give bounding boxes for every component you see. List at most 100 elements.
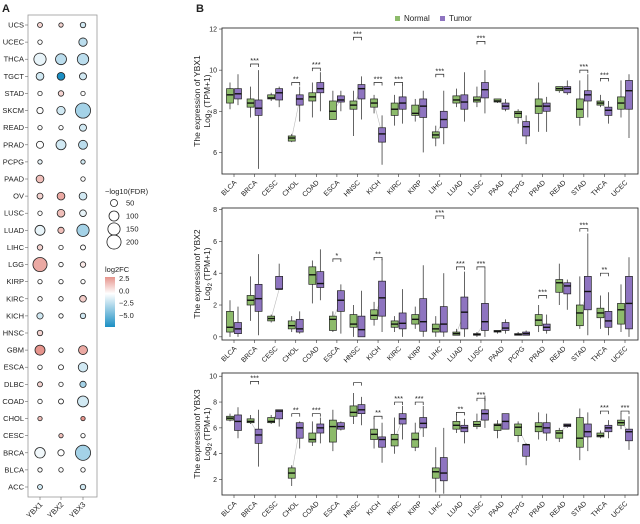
row-label: KICH — [6, 311, 24, 320]
significance-bracket — [414, 401, 424, 406]
significance-stars: ** — [293, 406, 299, 415]
bubble-luad-ybx3 — [76, 223, 90, 237]
plot-frame — [221, 372, 639, 496]
x-tick-label: COAD — [301, 345, 320, 364]
significance-bracket — [476, 397, 486, 402]
boxplot-legend: Normal Tumor — [395, 14, 472, 23]
bubble-tgct-ybx2 — [56, 72, 66, 81]
box-tumor-thca — [604, 311, 613, 328]
bubble-prad-ybx2 — [55, 139, 67, 151]
legend-normal-label: Normal — [404, 14, 430, 23]
y-tick-label: 6 — [213, 425, 217, 432]
y-axis-title-line2: Log2 (TPM+1) — [202, 74, 214, 127]
box-tumor-blca — [234, 414, 242, 431]
box-normal-paad — [493, 423, 502, 431]
box-normal-kich — [370, 309, 378, 320]
bubble-coad-ybx3 — [77, 395, 89, 408]
legend-tumor-label: Tumor — [449, 14, 472, 23]
box-normal-cesc — [267, 94, 276, 100]
row-label: READ — [3, 123, 24, 132]
x-tick-label: ESCA — [323, 500, 342, 519]
ylabel-sub: 2 — [208, 442, 214, 446]
bubble-tgct-ybx1 — [35, 72, 45, 81]
bubble-ucec-ybx1 — [37, 39, 43, 45]
box-tumor-cesc — [275, 88, 284, 101]
x-tick-label: LUAD — [447, 345, 465, 363]
significance-bracket — [394, 82, 403, 86]
y-tick-label: 6 — [213, 150, 217, 157]
bubble-gbm-ybx1 — [34, 344, 46, 356]
x-tick-label: STAD — [570, 500, 588, 518]
panel-b-label: B — [196, 3, 204, 15]
box-tumor-kich — [378, 436, 386, 448]
row-label: HNSC — [3, 329, 25, 338]
x-tick-label: CESC — [261, 500, 280, 519]
significance-bracket — [332, 258, 342, 262]
significance-bracket — [373, 415, 383, 420]
box-tumor-paad — [501, 322, 510, 331]
bubble-brca-ybx3 — [75, 444, 91, 461]
size-legend-circle — [108, 210, 120, 222]
significance-bracket — [435, 73, 445, 78]
box-tumor-coad — [316, 82, 325, 94]
x-tick-label: LUAD — [447, 500, 465, 518]
y-tick-label: 2 — [213, 477, 217, 484]
box-tumor-thca — [604, 106, 613, 116]
box-tumor-kich — [378, 280, 386, 317]
x-tick-label: LIHC — [428, 179, 444, 195]
box-tumor-lihc — [439, 306, 448, 333]
box-tumor-hnsc — [357, 315, 366, 338]
significance-stars: *** — [435, 208, 444, 217]
significance-stars: *** — [600, 403, 609, 412]
box-tumor-pcpg — [522, 444, 530, 457]
y-axis-title-line1: The expressionof YBX2 — [192, 229, 202, 318]
x-tick-label: BLCA — [221, 179, 239, 197]
color-legend-label: 2.5 — [119, 274, 129, 283]
row-label: PAAD — [4, 175, 24, 184]
box-tumor-read — [563, 282, 572, 295]
box-tumor-chol — [295, 318, 304, 333]
row-label: BRCA — [3, 448, 24, 457]
significance-stars: *** — [415, 394, 424, 403]
x-tick-label: KIRP — [407, 179, 424, 196]
bubble-lgg-ybx3 — [79, 261, 87, 268]
x-tick-label: COAD — [301, 179, 320, 198]
paired-line — [270, 289, 280, 319]
box-normal-cesc — [267, 417, 276, 424]
bubble-brca-ybx2 — [57, 449, 65, 457]
row-label: STAD — [5, 89, 25, 98]
size-legend-circle — [106, 234, 122, 250]
legend-normal-swatch — [395, 16, 400, 21]
bubble-prad-ybx1 — [36, 140, 44, 149]
box-normal-esca — [329, 419, 337, 443]
x-tick-label: HNSC — [343, 345, 362, 364]
significance-bracket — [600, 78, 609, 82]
x-tick-label: CHOL — [281, 345, 300, 364]
significance-stars: ** — [293, 74, 299, 83]
bubble-read-ybx2 — [58, 125, 64, 131]
bubble-acc-ybx1 — [37, 484, 43, 490]
ylabel-log: Log — [202, 446, 212, 460]
row-label: LIHC — [7, 243, 25, 252]
row-label: KIRP — [6, 277, 24, 286]
y-tick-label: 6 — [213, 239, 217, 246]
bubble-kirc-ybx3 — [79, 295, 87, 303]
bubble-dlbc-ybx1 — [37, 381, 43, 388]
ylabel-log: Log — [202, 113, 212, 127]
y-tick-label: 4 — [213, 271, 217, 278]
x-tick-label: LUAD — [447, 179, 465, 197]
box-tumor-hnsc — [357, 84, 366, 100]
box-tumor-lihc — [439, 457, 448, 482]
significance-bracket — [291, 413, 301, 417]
significance-stars: *** — [621, 403, 630, 412]
bubble-luad-ybx1 — [34, 224, 46, 236]
significance-bracket — [456, 412, 465, 416]
color-legend-label: −5.0 — [119, 311, 134, 320]
box-tumor-brca — [254, 428, 263, 444]
boxplot-ybx1: 6 8 10 12 The expression of YBX1 Log2 (TPM+1)… — [192, 27, 639, 199]
bubble-acc-ybx3 — [79, 483, 87, 491]
x-tick-label: KICH — [366, 179, 383, 196]
x-tick-label: THCA — [590, 345, 609, 364]
y-tick-label: 10 — [209, 68, 217, 75]
